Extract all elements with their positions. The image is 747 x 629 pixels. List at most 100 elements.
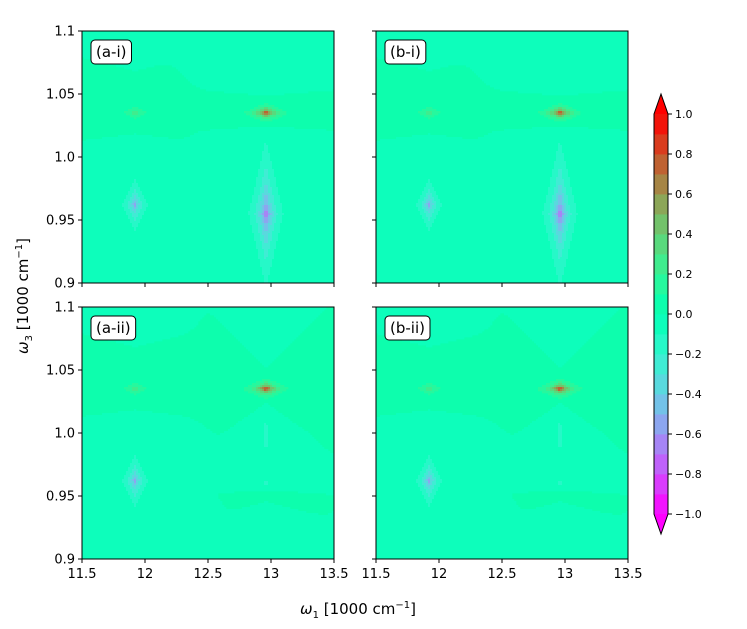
heatmap-cell [294, 155, 297, 158]
heatmap-cell [94, 147, 97, 150]
heatmap-cell [172, 151, 175, 154]
heatmap-cell [252, 157, 255, 160]
heatmap-cell [170, 143, 173, 146]
heatmap-cell [298, 31, 301, 34]
heatmap-cell [216, 153, 219, 156]
heatmap-cell [242, 131, 245, 134]
heatmap-cell [214, 77, 217, 80]
heatmap-cell [186, 153, 189, 156]
heatmap-cell [268, 63, 271, 66]
heatmap-cell [132, 149, 135, 152]
heatmap-cell [204, 155, 207, 158]
heatmap-cell [286, 61, 289, 64]
heatmap-cell [300, 133, 303, 136]
heatmap-cell [262, 47, 265, 50]
heatmap-cell [260, 143, 263, 146]
heatmap-cell [134, 145, 137, 148]
heatmap-cell [242, 139, 245, 142]
heatmap-cell [256, 143, 259, 146]
heatmap-cell [184, 73, 187, 76]
heatmap-cell [154, 153, 157, 156]
heatmap-cell [266, 153, 269, 156]
heatmap-cell [194, 149, 197, 152]
heatmap-cell [242, 47, 245, 50]
heatmap-cell [288, 147, 291, 150]
heatmap-cell [232, 65, 235, 68]
heatmap-cell [252, 45, 255, 48]
heatmap-cell [90, 143, 93, 146]
heatmap-cell [188, 31, 191, 34]
heatmap-cell [102, 137, 105, 140]
heatmap-cell [264, 43, 267, 46]
heatmap-cell [318, 33, 321, 36]
heatmap-cell [286, 147, 289, 150]
heatmap-cell [206, 85, 209, 88]
heatmap-cell [252, 113, 255, 116]
heatmap-cell [324, 65, 327, 68]
heatmap-cell [226, 47, 229, 50]
heatmap-cell [298, 133, 301, 136]
heatmap-cell [112, 37, 115, 40]
heatmap-cell [158, 49, 161, 52]
heatmap-cell [302, 129, 305, 132]
heatmap-cell [284, 89, 287, 92]
heatmap-cell [248, 113, 251, 116]
heatmap-cell [100, 147, 103, 150]
heatmap-cell [210, 51, 213, 54]
heatmap-cell [236, 47, 239, 50]
heatmap-cell [280, 65, 283, 68]
heatmap-cell [286, 157, 289, 160]
heatmap-cell [274, 89, 277, 92]
heatmap-cell [242, 87, 245, 90]
heatmap-cell [190, 43, 193, 46]
heatmap-cell [212, 69, 215, 72]
heatmap-cell [300, 141, 303, 144]
heatmap-cell [262, 155, 265, 158]
heatmap-cell [218, 141, 221, 144]
heatmap-cell [268, 133, 271, 136]
heatmap-cell [318, 59, 321, 62]
heatmap-cell [320, 53, 323, 56]
heatmap-cell [208, 47, 211, 50]
heatmap-cell [222, 75, 225, 78]
heatmap-cell [184, 137, 187, 140]
heatmap-cell [236, 65, 239, 68]
heatmap-cell [282, 63, 285, 66]
heatmap-cell [166, 143, 169, 146]
heatmap-cell [214, 141, 217, 144]
heatmap-cell [122, 145, 125, 148]
heatmap-cell [204, 131, 207, 134]
heatmap-cell [128, 31, 131, 34]
heatmap-cell [316, 83, 319, 86]
heatmap-cell [182, 69, 185, 72]
heatmap-cell [324, 71, 327, 74]
heatmap-cell [244, 43, 247, 46]
heatmap-cell [214, 155, 217, 158]
heatmap-cell [142, 53, 145, 56]
heatmap-cell [284, 87, 287, 90]
heatmap-cell [304, 45, 307, 48]
heatmap-cell [284, 81, 287, 84]
heatmap-cell [324, 81, 327, 84]
heatmap-cell [244, 71, 247, 74]
heatmap-cell [152, 155, 155, 158]
heatmap-cell [230, 137, 233, 140]
heatmap-cell [152, 65, 155, 68]
heatmap-cell [284, 127, 287, 130]
heatmap-cell [236, 53, 239, 56]
heatmap-cell [254, 139, 257, 142]
heatmap-cell [306, 57, 309, 60]
heatmap-cell [314, 69, 317, 72]
heatmap-cell [202, 41, 205, 44]
heatmap-cell [144, 49, 147, 52]
heatmap-cell [216, 137, 219, 140]
heatmap-cell [126, 111, 129, 114]
heatmap-cell [84, 41, 87, 44]
heatmap-cell [320, 49, 323, 52]
heatmap-cell [98, 147, 101, 150]
heatmap-cell [260, 141, 263, 144]
heatmap-cell [220, 61, 223, 64]
heatmap-cell [320, 59, 323, 62]
heatmap-cell [208, 39, 211, 42]
heatmap-cell [298, 51, 301, 54]
